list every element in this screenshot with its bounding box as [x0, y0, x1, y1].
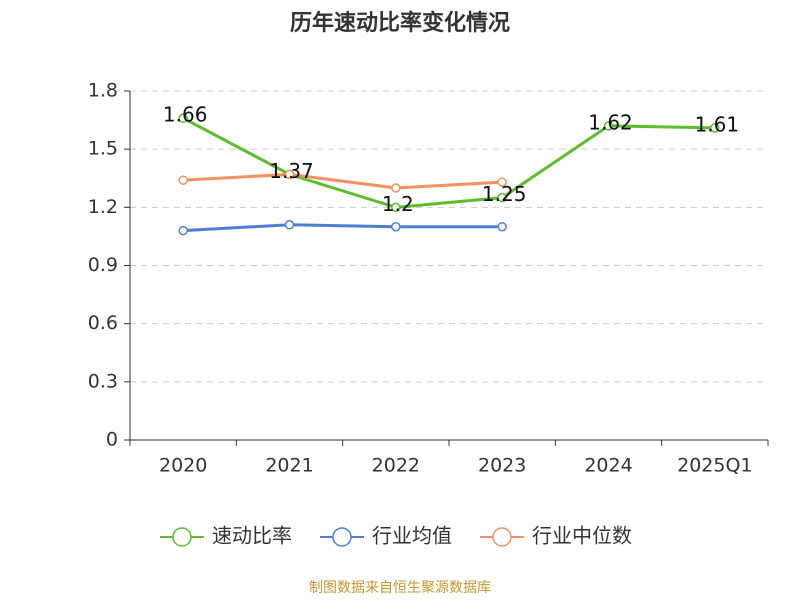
data-label: 1.2: [382, 192, 414, 216]
x-tick-label: 2020: [159, 455, 207, 477]
data-label: 1.66: [163, 103, 208, 127]
y-tick-label: 0: [106, 429, 118, 451]
legend-label: 行业中位数: [532, 524, 632, 548]
legend-marker: [172, 527, 192, 547]
y-tick-label: 1.2: [88, 196, 118, 218]
data-label: 1.25: [482, 182, 527, 206]
legend-label: 行业均值: [372, 524, 452, 548]
data-label: 1.61: [695, 112, 740, 136]
y-tick-label: 0.3: [88, 370, 118, 392]
data-label: 1.62: [588, 110, 633, 134]
chart-title: 历年速动比率变化情况: [290, 10, 510, 36]
x-tick-label: 2021: [265, 455, 313, 477]
series-line: [183, 172, 503, 190]
point: [178, 225, 188, 236]
point: [284, 220, 295, 230]
series-line: [182, 116, 715, 209]
point: [497, 192, 507, 203]
legend-label: 速动比率: [212, 524, 292, 548]
legend-marker: [332, 527, 352, 547]
y-tick-label: 0.9: [88, 254, 118, 276]
data-label: 1.37: [269, 159, 314, 183]
point: [391, 183, 401, 193]
x-tick-label: 2023: [478, 455, 526, 477]
x-tick-label: 2022: [372, 455, 420, 477]
legend-marker: [492, 527, 512, 547]
y-tick-label: 1.5: [88, 138, 118, 160]
point: [497, 221, 507, 232]
point: [497, 177, 507, 187]
point: [178, 175, 188, 185]
point: [391, 202, 401, 213]
series-line: [183, 223, 503, 233]
source-note: 制图数据来自恒生聚源数据库: [309, 580, 491, 596]
y-tick-label: 0.6: [88, 312, 118, 334]
point: [391, 221, 401, 232]
point: [284, 169, 295, 180]
y-tick-label: 1.8: [88, 80, 118, 102]
point: [603, 121, 614, 131]
point: [710, 123, 720, 133]
point: [178, 113, 188, 123]
x-tick-label: 2025Q1: [677, 455, 752, 477]
x-tick-label: 2024: [584, 455, 632, 477]
